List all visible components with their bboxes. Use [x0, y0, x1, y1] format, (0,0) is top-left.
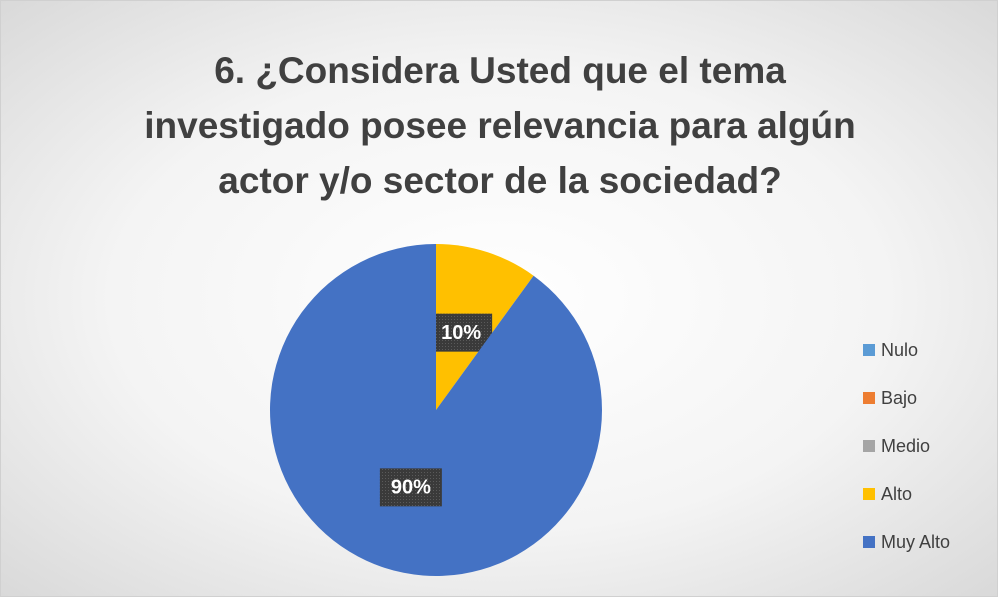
legend-swatch: [863, 488, 875, 500]
data-label: 10%: [441, 322, 481, 344]
data-label-box: [430, 313, 493, 352]
legend-label: Alto: [881, 484, 912, 504]
data-label: 90%: [391, 477, 431, 499]
legend-swatch: [863, 344, 875, 356]
legend-label: Muy Alto: [881, 532, 950, 552]
legend-label: Nulo: [881, 340, 918, 360]
data-label-box: [379, 468, 442, 507]
legend-label: Bajo: [881, 388, 917, 408]
pie-slice: [270, 244, 602, 576]
legend-swatch: [863, 392, 875, 404]
chart-title: 6. ¿Considera Usted que el tema investig…: [144, 50, 856, 201]
legend-swatch: [863, 440, 875, 452]
legend-swatch: [863, 536, 875, 548]
legend-label: Medio: [881, 436, 930, 456]
